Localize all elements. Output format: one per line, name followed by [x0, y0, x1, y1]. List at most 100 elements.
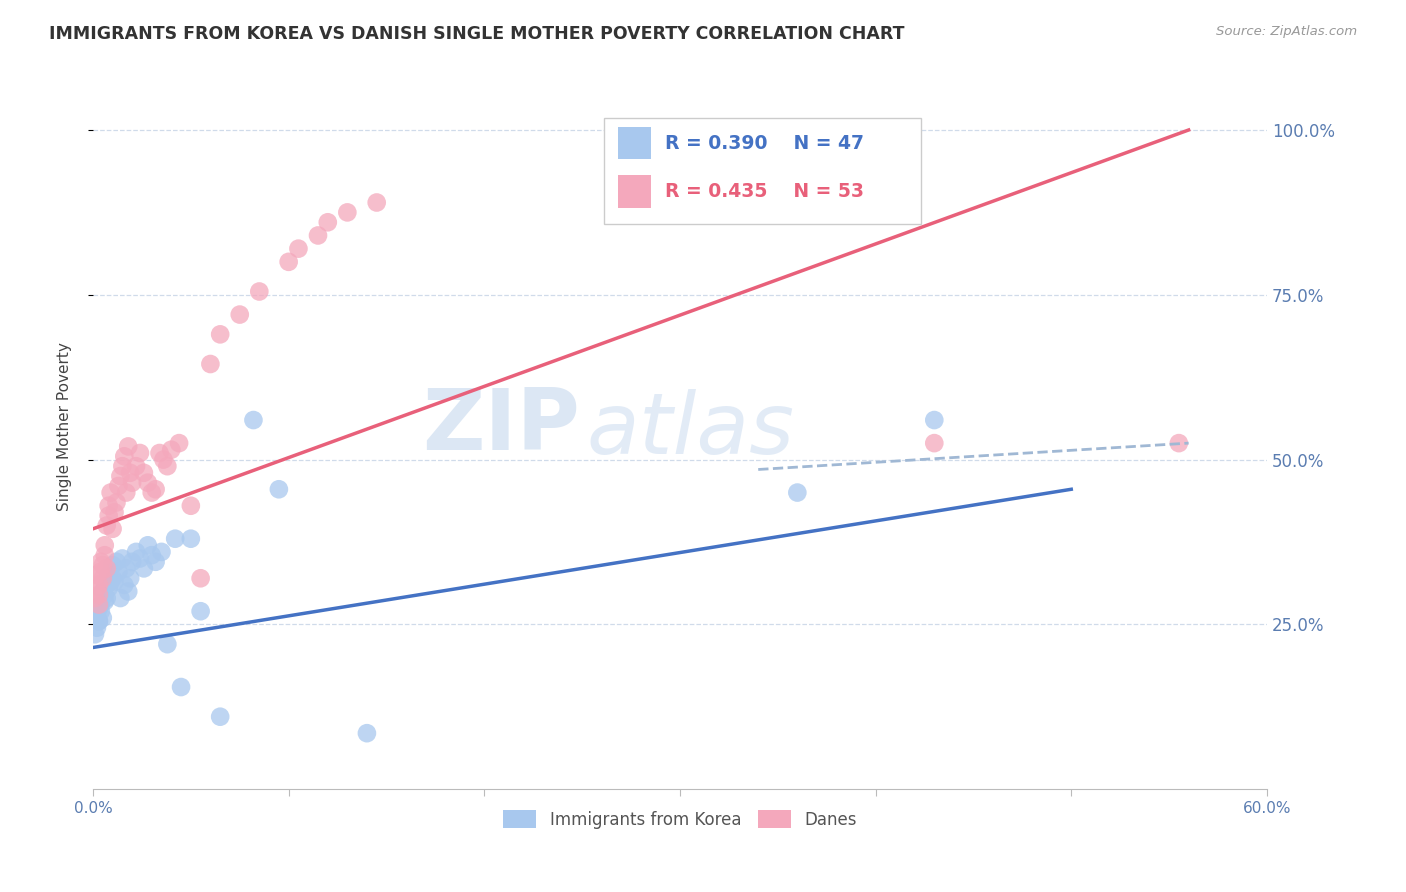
Text: R = 0.435    N = 53: R = 0.435 N = 53 — [665, 182, 863, 201]
Point — [156, 637, 179, 651]
Point — [87, 601, 110, 615]
Point — [129, 446, 152, 460]
Point — [180, 532, 202, 546]
Point — [924, 413, 946, 427]
Point — [145, 483, 167, 497]
Point — [105, 495, 128, 509]
Text: IMMIGRANTS FROM KOREA VS DANISH SINGLE MOTHER POVERTY CORRELATION CHART: IMMIGRANTS FROM KOREA VS DANISH SINGLE M… — [49, 25, 904, 43]
Text: R = 0.390    N = 47: R = 0.390 N = 47 — [665, 134, 863, 153]
Point — [267, 483, 290, 497]
Point — [209, 327, 232, 342]
Point — [152, 452, 174, 467]
Point — [86, 621, 108, 635]
Point — [242, 413, 264, 427]
Point — [101, 522, 124, 536]
Point — [277, 255, 299, 269]
Point — [87, 614, 110, 628]
Point — [105, 555, 128, 569]
FancyBboxPatch shape — [617, 175, 651, 208]
Point — [209, 709, 232, 723]
Point — [96, 518, 118, 533]
Point — [190, 604, 212, 618]
Point — [366, 195, 388, 210]
Point — [107, 479, 129, 493]
Point — [125, 545, 148, 559]
Point — [103, 505, 125, 519]
Point — [115, 561, 138, 575]
Point — [107, 565, 129, 579]
Point — [148, 446, 170, 460]
Point — [145, 555, 167, 569]
Point — [96, 591, 118, 605]
Y-axis label: Single Mother Poverty: Single Mother Poverty — [58, 343, 72, 511]
Point — [129, 551, 152, 566]
Point — [180, 499, 202, 513]
Point — [156, 459, 179, 474]
Point — [336, 205, 359, 219]
Point — [229, 308, 252, 322]
Point — [117, 439, 139, 453]
Point — [91, 611, 114, 625]
Point — [84, 627, 107, 641]
Point — [90, 598, 112, 612]
Point — [90, 565, 112, 579]
Point — [132, 561, 155, 575]
Point — [101, 558, 124, 572]
Point — [160, 442, 183, 457]
Point — [1167, 436, 1189, 450]
Point — [90, 555, 112, 569]
Point — [200, 357, 222, 371]
Point — [91, 558, 114, 572]
Point — [101, 571, 124, 585]
Point — [287, 242, 309, 256]
Point — [84, 591, 107, 605]
Point — [100, 574, 122, 589]
Text: Source: ZipAtlas.com: Source: ZipAtlas.com — [1216, 25, 1357, 38]
Point — [86, 581, 108, 595]
Point — [786, 485, 808, 500]
Point — [136, 475, 159, 490]
Point — [96, 561, 118, 575]
Point — [112, 450, 135, 464]
Point — [97, 508, 120, 523]
Point — [170, 680, 193, 694]
Point — [86, 607, 108, 622]
Point — [94, 548, 117, 562]
Point — [125, 459, 148, 474]
Point — [141, 548, 163, 562]
Point — [94, 594, 117, 608]
Point — [141, 485, 163, 500]
Point — [150, 545, 173, 559]
Point — [103, 574, 125, 589]
Text: atlas: atlas — [586, 389, 794, 472]
Point — [121, 475, 143, 490]
Point — [190, 571, 212, 585]
Point — [91, 584, 114, 599]
Point — [96, 578, 118, 592]
Point — [87, 614, 110, 628]
Point — [87, 578, 110, 592]
Point — [356, 726, 378, 740]
Point — [87, 588, 110, 602]
Point — [87, 598, 110, 612]
Point — [112, 578, 135, 592]
Point — [924, 436, 946, 450]
Point — [110, 469, 132, 483]
Point — [132, 466, 155, 480]
Point — [100, 485, 122, 500]
Text: ZIP: ZIP — [422, 385, 581, 468]
Point — [94, 588, 117, 602]
FancyBboxPatch shape — [603, 119, 921, 224]
Point — [247, 285, 270, 299]
Point — [86, 568, 108, 582]
FancyBboxPatch shape — [617, 127, 651, 160]
Point — [167, 436, 190, 450]
Point — [97, 499, 120, 513]
Point — [120, 466, 142, 480]
Point — [115, 485, 138, 500]
Point — [121, 555, 143, 569]
Point — [97, 581, 120, 595]
Point — [111, 459, 134, 474]
Point — [165, 532, 187, 546]
Point — [90, 604, 112, 618]
